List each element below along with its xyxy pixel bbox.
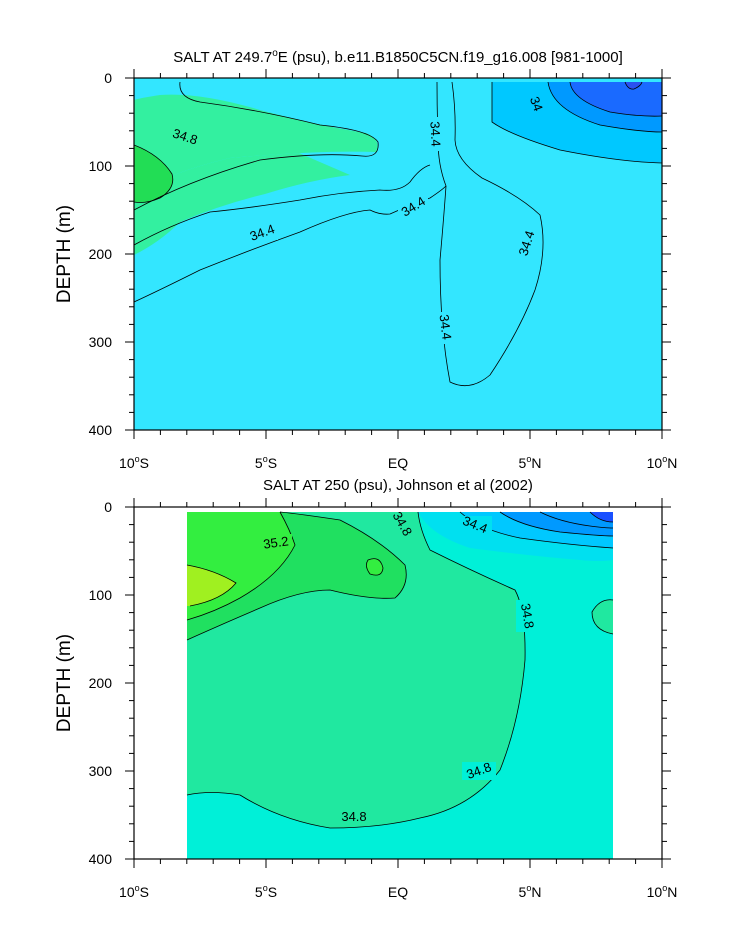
top-fill-saltier-band (134, 94, 378, 195)
top-contour-34.8-upper (134, 81, 379, 211)
top-x-tick-labels: 10oS 5oS EQ 5oN 10oN (119, 454, 677, 471)
bottom-fill-fresh-3 (500, 512, 613, 536)
bottom-xtick-10S: 10oS (119, 883, 149, 900)
top-clabel-34.4-a: 34.4 (427, 121, 443, 147)
top-clabel-34: 34 (527, 94, 546, 113)
bottom-fill-spot (366, 558, 383, 576)
bottom-fill-freshest (590, 512, 613, 522)
top-clabel-34.4-e: 34.4 (437, 314, 455, 341)
top-title: SALT AT 249.7oE (psu), b.e11.B1850C5CN.f… (173, 48, 623, 66)
bottom-clabel-34.8-d: 34.8 (341, 809, 366, 824)
top-contour-34.8-inner (134, 144, 174, 203)
top-ytick-100: 100 (89, 158, 113, 174)
bottom-ytick-300: 300 (89, 763, 113, 779)
bottom-clabel-34.8-b: 34.8 (518, 602, 537, 630)
bottom-fill-right-island (592, 599, 613, 634)
top-contour-34-a (547, 81, 662, 133)
top-y-tick-labels: 0 100 200 300 400 (89, 70, 113, 438)
bottom-clabel-35.2: 35.2 (262, 533, 289, 551)
bottom-contour-35.2-b (186, 511, 296, 621)
top-title-main: SALT AT 249.7 (173, 49, 272, 66)
top-title-degree: o (272, 48, 278, 59)
bottom-y-tick-labels: 0 100 200 300 400 (89, 499, 113, 867)
top-contour-34.4-north (491, 82, 662, 164)
top-fill-freshest (570, 82, 662, 117)
top-xtick-10S: 10oS (119, 454, 149, 471)
bottom-contour-34.4-b (499, 511, 614, 537)
top-contour-labels: 34.8 34.4 34.4 34.4 34.4 34.4 34 (170, 94, 546, 344)
bottom-ytick-100: 100 (89, 587, 113, 603)
top-contour-34.4-south (134, 164, 431, 246)
top-xtick-10N: 10oN (647, 454, 678, 471)
top-ytick-400: 400 (89, 422, 113, 438)
bottom-contour-34.4-c (539, 511, 614, 529)
bottom-xtick-EQ: EQ (388, 884, 408, 900)
top-contour-34.4-south-b (134, 185, 447, 303)
top-tick-marks (125, 69, 671, 439)
top-title-rest: E (psu), b.e11.B1850C5CN.f19_g16.008 [98… (278, 49, 623, 66)
bottom-y-axis-title: DEPTH (m) (54, 634, 75, 732)
bottom-contour-35.2-a (186, 511, 407, 641)
bottom-contour-right-island (591, 599, 614, 635)
top-clabel-34.4-d: 34.4 (515, 229, 537, 258)
top-ytick-0: 0 (104, 70, 112, 86)
top-ytick-200: 200 (89, 246, 113, 262)
bottom-contour-34.8-main (186, 511, 526, 829)
bottom-contour-labels: 35.2 34.8 34.4 34.8 34.8 34.8 (260, 509, 537, 824)
top-contour-34-c (624, 81, 643, 90)
bottom-ytick-0: 0 (104, 499, 112, 515)
bottom-xtick-10N: 10oN (647, 883, 678, 900)
bottom-ytick-200: 200 (89, 675, 113, 691)
bottom-tick-marks (125, 498, 671, 868)
top-contour-34.4-loop (436, 81, 544, 387)
bottom-x-tick-labels: 10oS 5oS EQ 5oN 10oN (119, 883, 677, 900)
top-xtick-5N: 5oN (519, 454, 542, 471)
bottom-plot-area (186, 511, 614, 859)
top-fill-salty-core (134, 145, 173, 203)
top-ytick-300: 300 (89, 334, 113, 350)
bottom-contour-spot (366, 558, 384, 576)
top-panel: SALT AT 249.7oE (psu), b.e11.B1850C5CN.f… (54, 48, 677, 471)
bottom-panel: SALT AT 250 (psu), Johnson et al (2002) (54, 477, 677, 900)
bottom-title: SALT AT 250 (psu), Johnson et al (2002) (263, 477, 533, 494)
bottom-xtick-5N: 5oN (519, 883, 542, 900)
top-y-axis-title: DEPTH (m) (54, 205, 75, 303)
bottom-contour-35.2-c (186, 564, 237, 607)
bottom-ytick-400: 400 (89, 851, 113, 867)
top-fill-deepest (625, 82, 642, 90)
top-contour-34-b (569, 81, 662, 117)
top-xtick-5S: 5oS (255, 454, 277, 471)
bottom-fill-saltiest (187, 565, 236, 606)
top-clabel-34.8: 34.8 (171, 125, 200, 147)
top-plot-area (134, 78, 662, 430)
top-xtick-EQ: EQ (388, 455, 408, 471)
bottom-contour-34.4-d (589, 511, 614, 523)
bottom-xtick-5S: 5oS (255, 883, 277, 900)
